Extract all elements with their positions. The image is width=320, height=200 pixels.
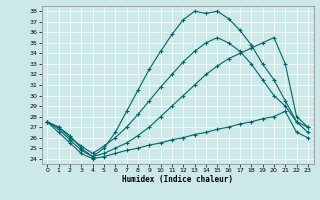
X-axis label: Humidex (Indice chaleur): Humidex (Indice chaleur): [122, 175, 233, 184]
